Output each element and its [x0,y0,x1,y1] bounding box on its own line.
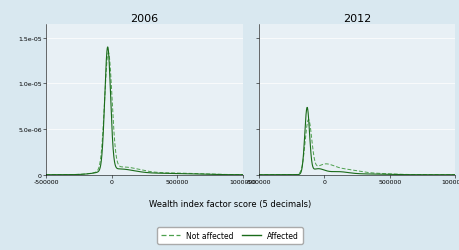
Legend: Not affected, Affected: Not affected, Affected [157,227,302,244]
Text: Wealth index factor score (5 decimals): Wealth index factor score (5 decimals) [149,199,310,208]
Title: 2012: 2012 [342,14,370,24]
Title: 2006: 2006 [130,14,158,24]
